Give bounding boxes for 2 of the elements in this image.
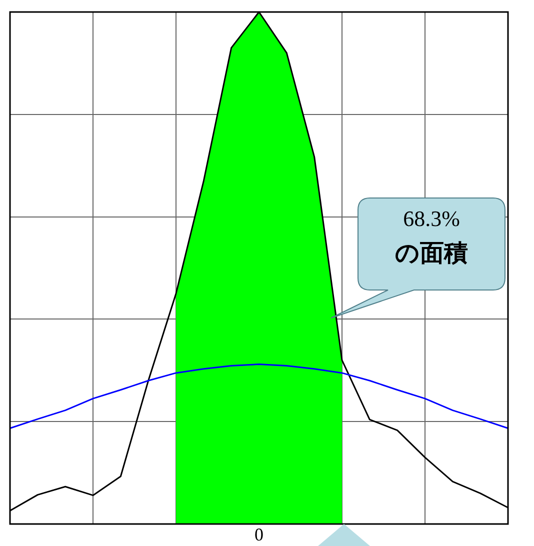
annotation: 68.3% の面積 bbox=[394, 205, 469, 269]
text: 0 bbox=[254, 524, 264, 545]
